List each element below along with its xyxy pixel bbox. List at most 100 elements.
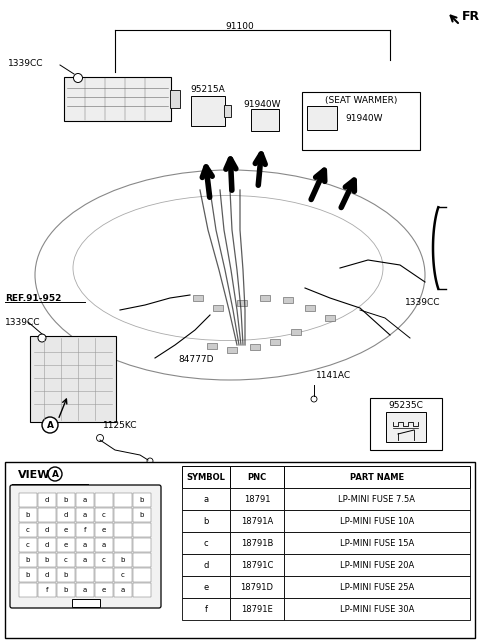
Bar	[38, 553, 56, 567]
Bar	[284, 510, 470, 532]
Bar	[260, 295, 270, 301]
Bar	[38, 493, 56, 507]
Bar	[133, 583, 151, 597]
Bar	[193, 295, 203, 301]
Text: 91100: 91100	[226, 22, 254, 31]
Bar	[182, 488, 230, 510]
Bar	[250, 344, 260, 350]
Text: d: d	[45, 527, 49, 533]
Bar	[114, 538, 132, 552]
Text: a: a	[102, 542, 106, 548]
Bar	[170, 90, 180, 108]
Text: c: c	[102, 557, 106, 563]
Bar	[284, 532, 470, 554]
Text: e: e	[102, 587, 106, 593]
FancyBboxPatch shape	[307, 106, 337, 130]
Text: LP-MINI FUSE 7.5A: LP-MINI FUSE 7.5A	[338, 495, 416, 504]
Bar	[224, 105, 231, 117]
Bar	[182, 554, 230, 576]
Bar	[76, 568, 94, 582]
Text: A: A	[47, 421, 53, 430]
Circle shape	[96, 435, 104, 442]
Bar	[114, 553, 132, 567]
Text: 95235C: 95235C	[389, 401, 423, 410]
Text: LP-MINI FUSE 15A: LP-MINI FUSE 15A	[340, 538, 414, 547]
Text: 84777D: 84777D	[178, 355, 214, 364]
Circle shape	[311, 396, 317, 402]
Text: PNC: PNC	[247, 473, 266, 482]
Bar	[57, 493, 75, 507]
Bar	[227, 347, 237, 353]
Text: 91940W: 91940W	[345, 113, 383, 122]
Bar	[182, 466, 230, 488]
Text: c: c	[26, 542, 30, 548]
Bar	[19, 583, 37, 597]
FancyBboxPatch shape	[251, 109, 279, 131]
Bar	[5, 462, 475, 638]
Bar	[57, 508, 75, 522]
Text: 1339CC: 1339CC	[405, 298, 441, 307]
Bar	[182, 510, 230, 532]
FancyBboxPatch shape	[191, 96, 225, 126]
Bar	[38, 583, 56, 597]
Bar	[230, 554, 284, 576]
Text: A: A	[51, 469, 59, 478]
Text: 18791C: 18791C	[241, 560, 273, 569]
Bar	[19, 493, 37, 507]
Bar	[207, 343, 217, 349]
Text: 18791D: 18791D	[240, 583, 274, 591]
Text: VIEW: VIEW	[18, 470, 50, 480]
Text: LP-MINI FUSE 30A: LP-MINI FUSE 30A	[340, 605, 414, 614]
Text: a: a	[83, 512, 87, 518]
Text: a: a	[204, 495, 209, 504]
Bar	[19, 523, 37, 537]
FancyBboxPatch shape	[30, 336, 116, 422]
Bar	[230, 576, 284, 598]
Bar	[133, 523, 151, 537]
Bar	[76, 538, 94, 552]
Bar	[114, 568, 132, 582]
Circle shape	[73, 73, 83, 82]
Text: b: b	[140, 512, 144, 518]
Bar	[95, 508, 113, 522]
Bar	[284, 576, 470, 598]
Text: 18791A: 18791A	[241, 516, 273, 526]
Text: b: b	[64, 497, 68, 503]
Text: b: b	[64, 587, 68, 593]
Text: d: d	[45, 497, 49, 503]
Bar	[182, 576, 230, 598]
Text: a: a	[83, 557, 87, 563]
Bar	[38, 523, 56, 537]
Text: b: b	[140, 497, 144, 503]
Bar	[230, 488, 284, 510]
Bar	[302, 92, 420, 150]
Bar	[38, 508, 56, 522]
Bar	[76, 553, 94, 567]
Text: 1141AC: 1141AC	[316, 371, 351, 380]
Bar	[19, 508, 37, 522]
Text: b: b	[121, 557, 125, 563]
Text: SYMBOL: SYMBOL	[187, 473, 226, 482]
Text: b: b	[204, 516, 209, 526]
Bar	[72, 599, 99, 607]
Bar	[133, 553, 151, 567]
Bar	[19, 538, 37, 552]
Bar	[237, 300, 247, 306]
Text: PART NAME: PART NAME	[350, 473, 404, 482]
Bar	[386, 412, 426, 442]
Text: a: a	[83, 587, 87, 593]
Bar	[230, 598, 284, 620]
Text: f: f	[46, 587, 48, 593]
Bar	[57, 568, 75, 582]
Text: a: a	[83, 497, 87, 503]
Text: c: c	[102, 512, 106, 518]
Bar	[133, 493, 151, 507]
Text: e: e	[64, 527, 68, 533]
Circle shape	[42, 417, 58, 433]
Text: LP-MINI FUSE 10A: LP-MINI FUSE 10A	[340, 516, 414, 526]
Text: 1339CC: 1339CC	[5, 317, 40, 327]
FancyBboxPatch shape	[10, 485, 161, 608]
Bar	[305, 305, 315, 311]
Text: d: d	[45, 572, 49, 578]
Bar	[182, 532, 230, 554]
